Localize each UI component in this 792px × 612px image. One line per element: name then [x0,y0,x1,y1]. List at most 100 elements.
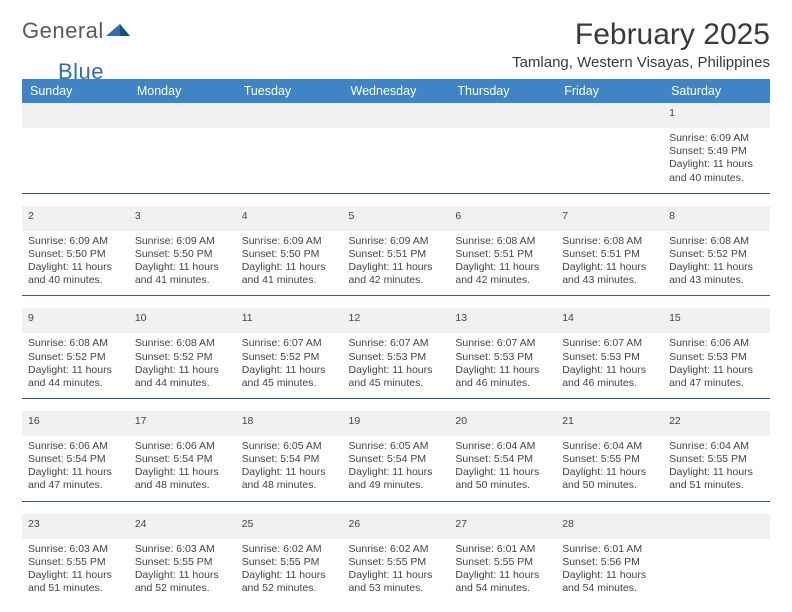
sunset-text: Sunset: 5:55 PM [242,556,337,569]
sunset-text: Sunset: 5:54 PM [242,453,337,466]
day-number [22,103,129,128]
day-number: 1 [663,103,770,128]
week-daynum-row: 232425262728 [22,514,770,539]
day-cell: Sunrise: 6:03 AMSunset: 5:55 PMDaylight:… [129,539,236,604]
daylight-text: Daylight: 11 hours and 54 minutes. [455,569,550,595]
day-number [663,514,770,539]
sunrise-text: Sunrise: 6:05 AM [242,440,337,453]
sunset-text: Sunset: 5:53 PM [562,351,657,364]
sunrise-text: Sunrise: 6:03 AM [135,543,230,556]
daylight-text: Daylight: 11 hours and 52 minutes. [135,569,230,595]
week-content-row: Sunrise: 6:09 AMSunset: 5:50 PMDaylight:… [22,231,770,296]
day-number: 15 [663,308,770,333]
daylight-text: Daylight: 11 hours and 45 minutes. [349,364,444,390]
day-number: 21 [556,411,663,436]
page-title: February 2025 [512,18,770,52]
sunset-text: Sunset: 5:51 PM [455,248,550,261]
day-cell: Sunrise: 6:07 AMSunset: 5:53 PMDaylight:… [449,333,556,398]
daylight-text: Daylight: 11 hours and 48 minutes. [135,466,230,492]
daylight-text: Daylight: 11 hours and 47 minutes. [28,466,123,492]
sunrise-text: Sunrise: 6:01 AM [562,543,657,556]
day-number: 26 [343,514,450,539]
sunset-text: Sunset: 5:52 PM [242,351,337,364]
day-number: 16 [22,411,129,436]
sunset-text: Sunset: 5:50 PM [135,248,230,261]
daylight-text: Daylight: 11 hours and 51 minutes. [28,569,123,595]
sunset-text: Sunset: 5:53 PM [349,351,444,364]
day-cell: Sunrise: 6:08 AMSunset: 5:52 PMDaylight:… [129,333,236,398]
daylight-text: Daylight: 11 hours and 44 minutes. [28,364,123,390]
day-cell: Sunrise: 6:09 AMSunset: 5:50 PMDaylight:… [236,231,343,296]
sunrise-text: Sunrise: 6:03 AM [28,543,123,556]
day-cell: Sunrise: 6:02 AMSunset: 5:55 PMDaylight:… [236,539,343,604]
day-number: 6 [449,206,556,231]
sunset-text: Sunset: 5:54 PM [349,453,444,466]
sunrise-text: Sunrise: 6:06 AM [28,440,123,453]
day-cell [343,128,450,193]
sunrise-text: Sunrise: 6:02 AM [349,543,444,556]
sunrise-text: Sunrise: 6:07 AM [349,337,444,350]
sunset-text: Sunset: 5:49 PM [669,145,764,158]
day-number: 5 [343,206,450,231]
sunrise-text: Sunrise: 6:07 AM [455,337,550,350]
daylight-text: Daylight: 11 hours and 40 minutes. [28,261,123,287]
sunrise-text: Sunrise: 6:08 AM [669,235,764,248]
sunrise-text: Sunrise: 6:05 AM [349,440,444,453]
brand-logo: General [22,18,134,44]
day-cell: Sunrise: 6:08 AMSunset: 5:51 PMDaylight:… [556,231,663,296]
brand-text-2: Blue [58,59,104,85]
day-cell: Sunrise: 6:09 AMSunset: 5:49 PMDaylight:… [663,128,770,193]
day-cell: Sunrise: 6:08 AMSunset: 5:51 PMDaylight:… [449,231,556,296]
sunrise-text: Sunrise: 6:02 AM [242,543,337,556]
sunset-text: Sunset: 5:55 PM [135,556,230,569]
daylight-text: Daylight: 11 hours and 48 minutes. [242,466,337,492]
daylight-text: Daylight: 11 hours and 46 minutes. [562,364,657,390]
day-cell: Sunrise: 6:05 AMSunset: 5:54 PMDaylight:… [236,436,343,501]
day-cell: Sunrise: 6:08 AMSunset: 5:52 PMDaylight:… [22,333,129,398]
week-content-row: Sunrise: 6:06 AMSunset: 5:54 PMDaylight:… [22,436,770,501]
sunrise-text: Sunrise: 6:04 AM [562,440,657,453]
sunrise-text: Sunrise: 6:08 AM [28,337,123,350]
sunrise-text: Sunrise: 6:04 AM [669,440,764,453]
daylight-text: Daylight: 11 hours and 52 minutes. [242,569,337,595]
sunset-text: Sunset: 5:54 PM [28,453,123,466]
day-number: 17 [129,411,236,436]
day-number: 7 [556,206,663,231]
day-number: 28 [556,514,663,539]
day-number: 3 [129,206,236,231]
day-cell: Sunrise: 6:09 AMSunset: 5:50 PMDaylight:… [129,231,236,296]
week-separator [22,296,770,309]
day-number [236,103,343,128]
daylight-text: Daylight: 11 hours and 46 minutes. [455,364,550,390]
sunset-text: Sunset: 5:53 PM [669,351,764,364]
day-cell [22,128,129,193]
day-number: 20 [449,411,556,436]
brand-text-1: General [22,18,104,44]
calendar-table: Sunday Monday Tuesday Wednesday Thursday… [22,79,770,603]
week-separator [22,398,770,411]
day-cell: Sunrise: 6:06 AMSunset: 5:53 PMDaylight:… [663,333,770,398]
day-cell: Sunrise: 6:07 AMSunset: 5:52 PMDaylight:… [236,333,343,398]
day-cell: Sunrise: 6:07 AMSunset: 5:53 PMDaylight:… [343,333,450,398]
daylight-text: Daylight: 11 hours and 40 minutes. [669,158,764,184]
daylight-text: Daylight: 11 hours and 44 minutes. [135,364,230,390]
day-number [449,103,556,128]
brand-mark-icon [106,20,132,43]
daylight-text: Daylight: 11 hours and 41 minutes. [242,261,337,287]
sunset-text: Sunset: 5:55 PM [28,556,123,569]
sunrise-text: Sunrise: 6:09 AM [28,235,123,248]
sunrise-text: Sunrise: 6:09 AM [242,235,337,248]
day-number: 12 [343,308,450,333]
day-cell: Sunrise: 6:09 AMSunset: 5:51 PMDaylight:… [343,231,450,296]
week-separator [22,193,770,206]
week-content-row: Sunrise: 6:03 AMSunset: 5:55 PMDaylight:… [22,539,770,604]
day-header: Thursday [449,79,556,103]
daylight-text: Daylight: 11 hours and 50 minutes. [562,466,657,492]
day-number: 25 [236,514,343,539]
day-header: Friday [556,79,663,103]
week-daynum-row: 9101112131415 [22,308,770,333]
day-cell: Sunrise: 6:01 AMSunset: 5:55 PMDaylight:… [449,539,556,604]
day-number: 2 [22,206,129,231]
sunrise-text: Sunrise: 6:09 AM [135,235,230,248]
day-number: 18 [236,411,343,436]
